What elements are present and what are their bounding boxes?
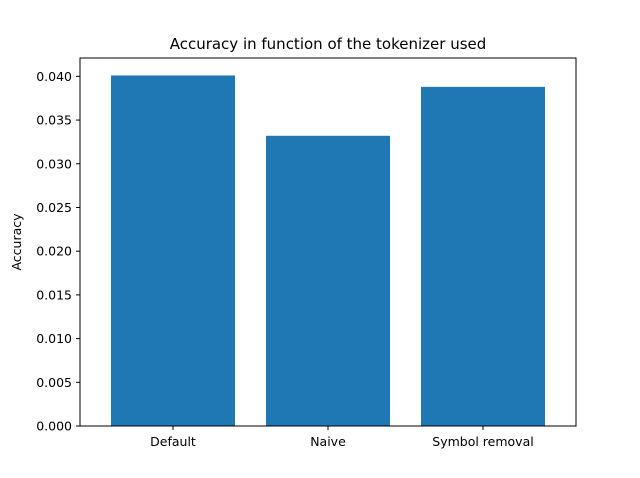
y-tick-label: 0.000 — [36, 419, 72, 434]
bar-symbol-removal — [421, 86, 545, 426]
bars-group — [111, 75, 545, 427]
y-tick-label: 0.040 — [36, 69, 72, 84]
plot-frame — [79, 57, 577, 427]
x-tick-label: Symbol removal — [432, 434, 533, 449]
bar-naive — [266, 135, 390, 427]
y-tick-label: 0.020 — [36, 244, 72, 259]
y-tick-label: 0.015 — [36, 287, 72, 302]
y-tick-label: 0.035 — [36, 113, 72, 128]
x-tick-label: Naive — [310, 434, 346, 449]
bar-default — [111, 75, 235, 427]
x-ticks-group: Default Naive Symbol removal — [150, 426, 534, 449]
y-tick-label: 0.030 — [36, 156, 72, 171]
y-tick-label: 0.010 — [36, 331, 72, 346]
y-axis-label: Accuracy — [9, 213, 24, 271]
y-tick-label: 0.025 — [36, 200, 72, 215]
y-ticks-group: 0.000 0.005 0.010 0.015 0.020 0.025 0.030 0.035… — [36, 69, 80, 434]
chart-title: Accuracy in function of the tokenizer us… — [170, 35, 487, 53]
y-tick-label: 0.005 — [36, 375, 72, 390]
x-tick-label: Default — [150, 434, 196, 449]
